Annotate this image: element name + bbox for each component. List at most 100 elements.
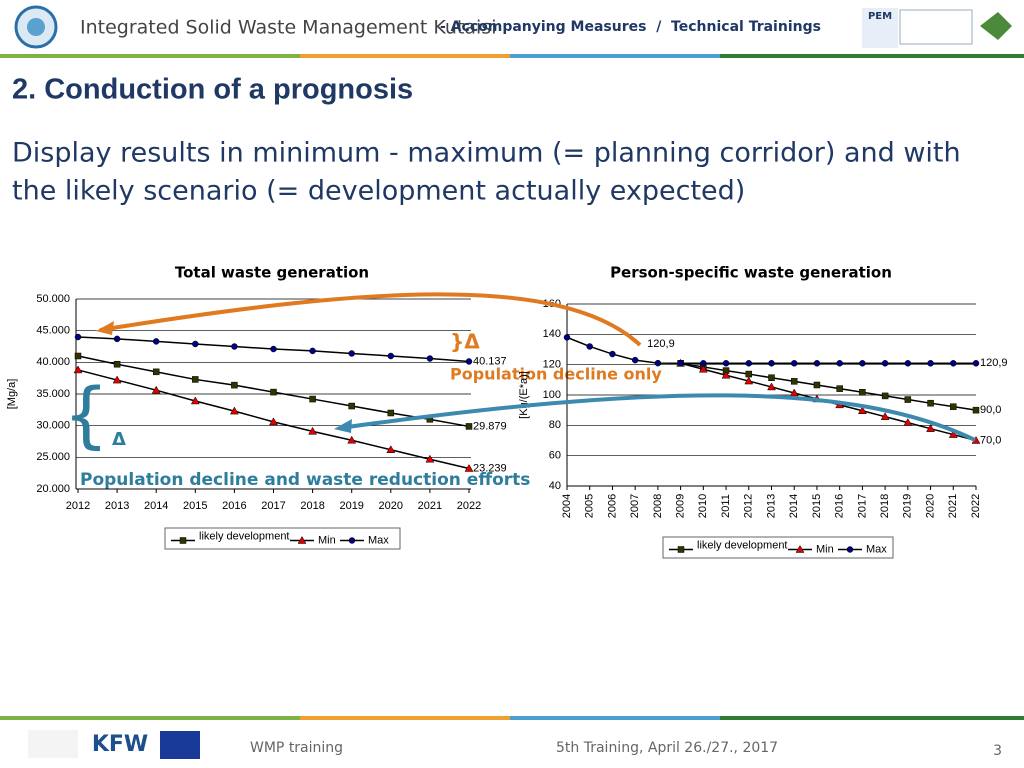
y-axis-label: [Kg/(E*a)] xyxy=(518,371,530,419)
marker xyxy=(903,418,913,426)
x-tick-label: 2012 xyxy=(743,494,755,518)
marker xyxy=(857,406,867,415)
marker xyxy=(881,360,889,367)
y-tick-label: 45.000 xyxy=(36,325,70,337)
marker xyxy=(348,402,355,410)
marker xyxy=(387,409,395,417)
x-tick-label: 2016 xyxy=(222,500,246,512)
marker xyxy=(113,360,121,368)
marker xyxy=(563,334,571,341)
logo xyxy=(28,730,78,758)
marker xyxy=(904,360,912,367)
y-tick-label: 140 xyxy=(543,328,561,340)
y-tick-label: 30.000 xyxy=(36,420,70,432)
x-tick-label: 2018 xyxy=(879,494,891,518)
marker xyxy=(950,360,957,367)
footer-center: 5th Training, April 26./27., 2017 xyxy=(556,740,778,756)
marker xyxy=(152,368,160,376)
marker xyxy=(386,445,396,453)
logo-text: PEM xyxy=(868,11,892,22)
marker xyxy=(950,403,957,410)
marker xyxy=(768,374,775,381)
x-tick-label: 2010 xyxy=(697,494,709,518)
marker xyxy=(270,388,277,396)
data-label: 120,9 xyxy=(980,357,1008,369)
x-tick-label: 2021 xyxy=(418,500,442,512)
marker xyxy=(698,364,708,373)
marker xyxy=(112,375,122,384)
arrowhead xyxy=(96,321,114,335)
legend-label: Max xyxy=(368,534,389,546)
marker xyxy=(790,360,798,367)
marker xyxy=(700,360,707,367)
x-tick-label: 2008 xyxy=(652,494,664,518)
marker xyxy=(972,406,980,414)
logo-text: KFW xyxy=(92,732,148,757)
legend-label: Min xyxy=(318,534,336,546)
legend-box xyxy=(662,536,894,559)
annotation: }Δ xyxy=(450,330,480,354)
x-tick-label: 2005 xyxy=(584,494,596,518)
marker xyxy=(881,392,889,400)
x-tick-label: 2022 xyxy=(970,494,982,518)
marker xyxy=(270,345,277,353)
strip xyxy=(510,54,720,58)
x-tick-label: 2011 xyxy=(720,494,732,518)
marker xyxy=(74,352,82,360)
x-tick-label: 2012 xyxy=(66,500,90,512)
marker xyxy=(229,406,239,415)
body-text: the likely scenario (= development actua… xyxy=(12,176,745,207)
x-tick-label: 2013 xyxy=(765,494,777,518)
marker xyxy=(904,396,912,403)
marker xyxy=(465,423,473,430)
strip xyxy=(720,716,1024,720)
marker xyxy=(309,347,316,355)
strip xyxy=(510,716,720,720)
body-text: Display results in minimum - maximum (= … xyxy=(12,138,961,169)
marker xyxy=(387,352,395,360)
data-label: 40.137 xyxy=(473,355,507,367)
marker xyxy=(948,430,958,438)
marker xyxy=(677,546,685,553)
marker xyxy=(609,350,616,358)
marker xyxy=(654,359,662,367)
arrowhead xyxy=(334,419,352,433)
marker xyxy=(465,358,473,365)
marker xyxy=(190,396,200,405)
strip xyxy=(0,716,300,720)
x-tick-label: 2007 xyxy=(629,494,641,518)
x-tick-label: 2020 xyxy=(379,500,403,512)
marker xyxy=(790,378,798,385)
marker xyxy=(859,389,866,396)
x-tick-label: 2022 xyxy=(457,500,481,512)
marker xyxy=(297,535,307,544)
eu-flag xyxy=(160,731,200,759)
marker xyxy=(308,426,318,435)
annotation: Δ xyxy=(112,429,126,450)
strip xyxy=(300,716,510,720)
marker xyxy=(347,435,357,444)
logo xyxy=(862,8,898,48)
strip xyxy=(0,54,300,58)
marker xyxy=(927,360,934,367)
x-tick-label: 2006 xyxy=(606,494,618,518)
marker xyxy=(745,370,753,378)
x-tick-label: 2015 xyxy=(183,500,207,512)
annotation: Population decline and waste reduction e… xyxy=(80,470,530,490)
chart-title: Total waste generation xyxy=(175,264,369,282)
logo xyxy=(980,12,1012,40)
chart-title: Person-specific waste generation xyxy=(610,264,892,282)
marker xyxy=(152,338,160,345)
data-label: 23.239 xyxy=(473,462,507,474)
y-tick-label: 25.000 xyxy=(36,451,70,463)
marker xyxy=(348,350,355,357)
marker xyxy=(309,395,316,403)
strip xyxy=(300,54,510,58)
y-tick-label: 40.000 xyxy=(36,356,70,368)
marker xyxy=(789,388,799,397)
x-tick-label: 2016 xyxy=(834,494,846,518)
legend-label: Max xyxy=(866,543,887,555)
marker xyxy=(744,376,754,385)
y-tick-label: 50.000 xyxy=(36,293,70,305)
legend-label: likely development xyxy=(697,539,788,551)
